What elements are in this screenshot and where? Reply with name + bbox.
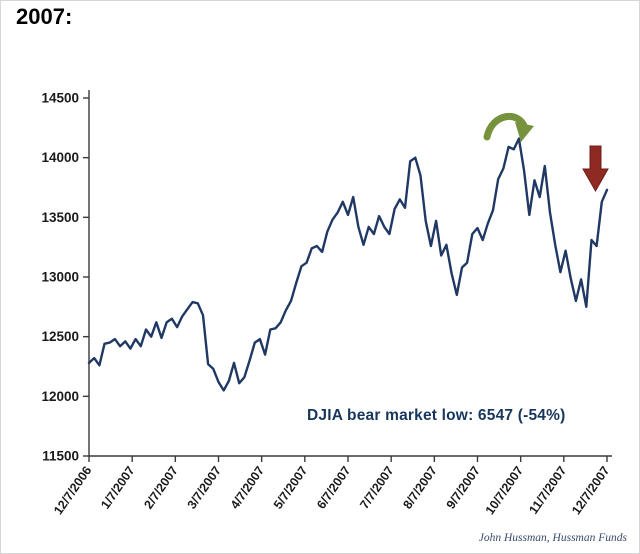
- y-tick-label: 11500: [42, 449, 79, 464]
- x-tick-label: 4/7/2007: [228, 464, 267, 512]
- x-tick-label: 7/7/2007: [357, 464, 396, 512]
- red-down-arrow-icon: [582, 145, 609, 193]
- y-tick-label: 12500: [41, 329, 79, 344]
- x-tick-label: 6/7/2007: [314, 464, 353, 512]
- y-tick-label: 12000: [41, 389, 79, 404]
- green-arc-arrowhead-icon: [515, 122, 534, 142]
- x-tick-label: 5/7/2007: [271, 464, 310, 512]
- djia-price-line: [87, 137, 609, 392]
- y-tick-label: 14500: [41, 91, 79, 106]
- y-tick-label: 14000: [41, 150, 79, 165]
- x-tick-label: 1/7/2007: [98, 464, 137, 512]
- x-tick-label: 8/7/2007: [400, 464, 439, 512]
- x-tick-label: 3/7/2007: [185, 464, 224, 512]
- x-tick-label: 9/7/2007: [444, 464, 483, 512]
- y-tick-label: 13500: [41, 210, 79, 225]
- y-tick-label: 13000: [41, 270, 79, 285]
- x-tick-label: 10/7/2007: [483, 464, 526, 518]
- x-tick-label: 11/7/2007: [526, 464, 569, 517]
- x-tick-label: 12/7/2007: [569, 464, 612, 518]
- attribution-text: John Hussman, Hussman Funds: [478, 532, 627, 544]
- x-tick-label: 12/7/2006: [51, 464, 94, 518]
- x-tick-label: 2/7/2007: [141, 464, 180, 512]
- page-title: 2007:: [16, 4, 73, 29]
- bear-market-low-annotation: DJIA bear market low: 6547 (-54%): [307, 407, 566, 424]
